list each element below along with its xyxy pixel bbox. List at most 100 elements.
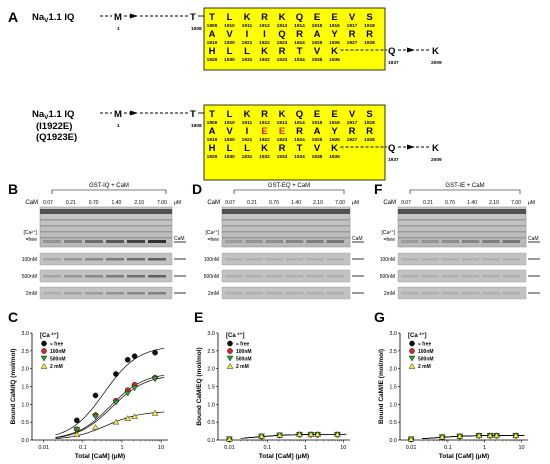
cam-band <box>106 240 124 243</box>
data-point <box>258 433 265 439</box>
cam-band <box>306 292 324 295</box>
data-point <box>296 431 303 437</box>
cam-band <box>106 258 124 261</box>
gel-strip <box>39 286 173 300</box>
fit-curve <box>422 435 525 440</box>
data-point <box>151 376 159 383</box>
plot-e: E 0.0 0.5 1.0 1.5 2.0 2.5 3.0 0.01 0.1 1 10 Total [C… <box>194 309 350 460</box>
ca-row-label: 2mM <box>384 291 395 297</box>
legend-title: [Ca ²⁺] <box>226 332 245 339</box>
unit-label: μM <box>528 200 535 206</box>
residue-number: 1925 <box>312 137 323 143</box>
arrow-icon <box>407 144 415 150</box>
x-tick-label: 0.01 <box>38 445 49 451</box>
cam-band <box>421 240 439 243</box>
y-axis-title: Bound CaM/EQ (mol/mol) <box>196 347 203 425</box>
residue: K <box>331 46 338 57</box>
data-point <box>493 432 500 438</box>
cam-conc: 1.40 <box>112 200 122 206</box>
residue-number: 1937 <box>388 157 399 163</box>
gst-band <box>398 209 526 214</box>
residue-number: 1922 <box>259 137 270 143</box>
residue-number: 1923 <box>277 137 288 143</box>
cam-band <box>441 258 459 261</box>
residue-number: 1909 <box>207 23 218 29</box>
data-point <box>124 390 132 397</box>
residue-number: 1926 <box>329 137 340 143</box>
cam-conc: 0.07 <box>225 200 235 206</box>
cam-band <box>401 240 419 243</box>
residue-number: 1908 <box>191 26 202 32</box>
cam-band <box>441 240 459 243</box>
data-point <box>92 414 99 420</box>
residue-number: 1917 <box>347 120 358 126</box>
residue: V <box>349 109 356 120</box>
y-tick-label: 0.0 <box>207 438 215 444</box>
legend-marker <box>226 355 234 362</box>
residue: K <box>244 109 251 120</box>
residue-number: 1918 <box>364 120 375 126</box>
legend-marker <box>227 348 233 354</box>
residue-number: 1910 <box>224 23 235 29</box>
residue-end: K <box>432 46 439 57</box>
ca-row-label: 500nM <box>204 274 219 280</box>
cam-band <box>225 258 243 261</box>
mutant-residue: E <box>261 126 267 137</box>
residue: Y <box>331 29 338 40</box>
residue: I <box>246 126 249 137</box>
ca-row-label: 2mM <box>208 291 219 297</box>
cam-band <box>43 258 61 261</box>
cam-band <box>306 258 324 261</box>
gel-band <box>40 225 172 227</box>
residue-pre: T <box>190 109 196 120</box>
residue: L <box>244 46 250 57</box>
cam-band <box>85 292 103 295</box>
cam-band <box>482 240 500 243</box>
cam-band <box>326 240 344 243</box>
cam-band <box>43 292 61 295</box>
y-tick-label: 0.5 <box>207 420 215 426</box>
x-tick-label: 1 <box>483 445 486 451</box>
y-tick-label: 0.5 <box>21 420 29 426</box>
fit-curve <box>55 374 165 438</box>
sequence-mutant: NaV1.1 IQ(I1922E)(Q1923E)M1T1908T1909L19… <box>32 104 442 181</box>
residue-number: 1931 <box>242 57 253 63</box>
cam-band <box>148 292 166 295</box>
residue: V <box>226 29 233 40</box>
iq-motif-box <box>203 104 386 181</box>
data-point <box>475 432 483 438</box>
legend-marker <box>408 363 416 369</box>
gel-header: GST-IQ + CaM <box>89 183 129 189</box>
free-label: =free <box>25 237 37 243</box>
y-tick-label: 1.0 <box>207 402 215 408</box>
residue: K <box>261 46 268 57</box>
legend-label: ≈ free <box>236 342 250 348</box>
cam-band <box>421 258 439 261</box>
cam-conc: 2.10 <box>313 200 323 206</box>
cam-band <box>245 240 263 243</box>
data-point <box>486 432 494 438</box>
residue: I <box>263 29 266 40</box>
gel-band <box>40 219 172 221</box>
bracket <box>233 189 345 194</box>
unit-label: μM <box>174 200 181 206</box>
cam-band <box>286 258 304 261</box>
cam-band <box>482 292 500 295</box>
residue: R <box>279 143 286 154</box>
residue: R <box>261 12 268 23</box>
cam-band <box>482 258 500 261</box>
gel-band <box>398 237 526 239</box>
residue: H <box>209 46 216 57</box>
cam-band <box>441 292 459 295</box>
residue: Y <box>331 126 338 137</box>
cam-label: CaM <box>207 200 220 206</box>
data-point <box>226 435 233 442</box>
cam-band <box>43 240 61 243</box>
panel-label: B <box>8 181 18 197</box>
cam-band <box>106 275 124 278</box>
cam-band <box>421 275 439 278</box>
gel-band <box>222 225 350 227</box>
cam-band <box>127 240 145 243</box>
gel-band <box>398 231 526 233</box>
